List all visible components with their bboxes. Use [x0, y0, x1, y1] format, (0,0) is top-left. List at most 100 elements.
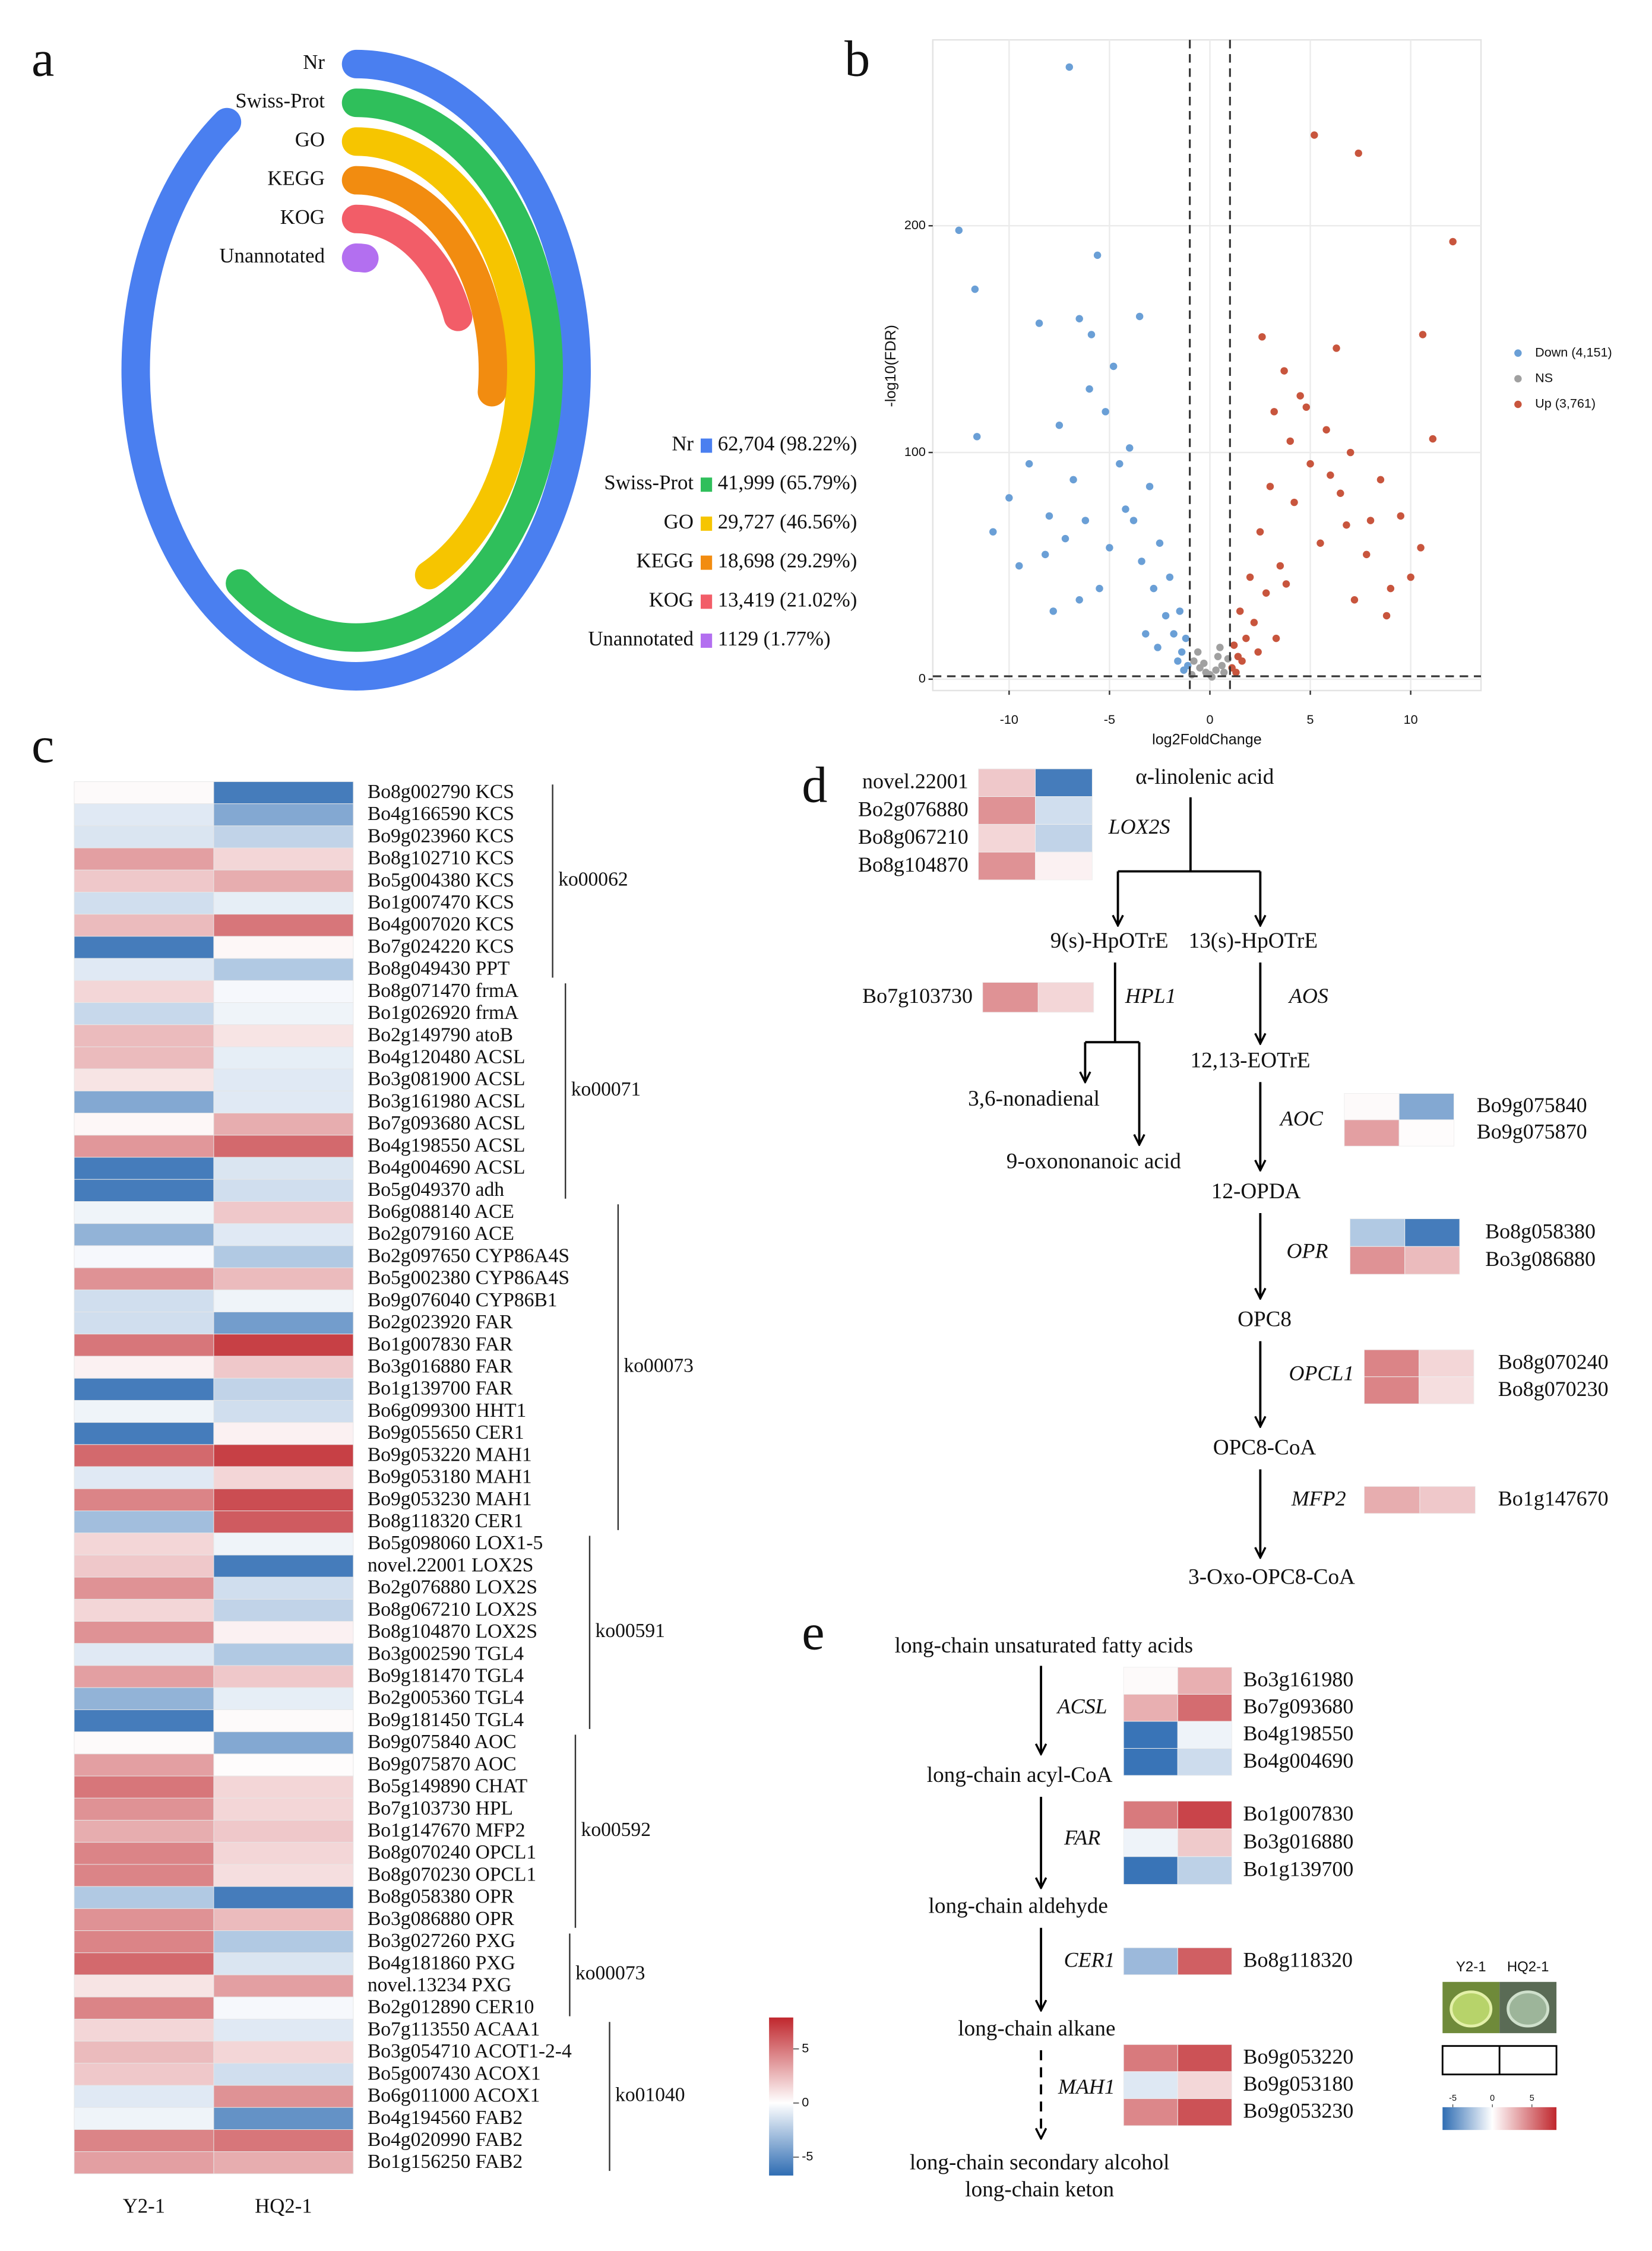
heat-cell: [1177, 2044, 1232, 2072]
heat-cell: [213, 1820, 354, 1843]
point: [1387, 584, 1395, 593]
heat-cell: [978, 851, 1036, 881]
heat-cell: [74, 1267, 214, 1290]
heat-cell: [1177, 1693, 1232, 1722]
row-label: Bo5g098060 LOX1-5: [368, 1532, 543, 1554]
compound: long-chain unsaturated fatty acids: [895, 1633, 1193, 1658]
point: [1230, 641, 1238, 649]
point: [1069, 476, 1077, 484]
heat-cell: [74, 1444, 214, 1467]
row-label: Bo8g058380 OPR: [368, 1886, 515, 1908]
panel-label: b: [844, 30, 870, 87]
row-label: Bo5g002380 CYP86A4S: [368, 1267, 569, 1289]
heat-cell: [74, 1731, 214, 1755]
x-tick-label: -5: [1104, 712, 1115, 727]
enzyme: LOX2S: [1108, 815, 1170, 838]
heat-cell: [1344, 1119, 1400, 1147]
heat-cell: [213, 1289, 354, 1313]
heat-cell: [213, 1312, 354, 1335]
row-label: Bo2g076880 LOX2S: [368, 1576, 537, 1598]
row-label: Bo8g071470 frmA: [368, 980, 518, 1002]
point: [1138, 558, 1145, 565]
group-label: ko00062: [558, 869, 628, 891]
x-tick-label: 0: [1206, 712, 1213, 727]
heat-cell: [1123, 1800, 1178, 1829]
heat-cell: [213, 1046, 354, 1069]
compound: 13(s)-HpOTrE: [1189, 929, 1318, 953]
heat-cell: [1123, 1748, 1178, 1776]
heat-cell: [74, 1179, 214, 1202]
gene-label: Bo1g147670: [1498, 1487, 1609, 1511]
heat-cell: [1349, 1246, 1406, 1275]
heat-cell: [213, 1753, 354, 1777]
point: [1208, 673, 1216, 681]
row-label: Bo1g007830 FAR: [368, 1333, 513, 1355]
point: [1337, 489, 1344, 498]
gene-label: Bo8g058380: [1485, 1219, 1596, 1243]
compound: 9-oxononanoic acid: [1007, 1150, 1181, 1174]
heat-cell: [74, 781, 214, 805]
point: [1109, 362, 1118, 371]
point: [1302, 403, 1311, 411]
enzyme: OPR: [1287, 1239, 1328, 1262]
row-label: Bo2g005360 TGL4: [368, 1687, 524, 1709]
heat-cell: [213, 1157, 354, 1180]
category-label: Unannotated: [219, 244, 325, 267]
point: [1085, 385, 1093, 393]
heat-cell: [1177, 1800, 1232, 1829]
gene-label: Bo1g007830: [1243, 1802, 1354, 1825]
x-tick-label: -10: [1000, 712, 1018, 727]
point: [1182, 634, 1190, 642]
row-label: Bo3g086880 OPR: [368, 1908, 515, 1930]
row-label: Bo8g002790 KCS: [368, 781, 514, 803]
heat-cell: [74, 1466, 214, 1489]
point: [1178, 648, 1186, 656]
heat-cell: [74, 1223, 214, 1246]
point: [1145, 483, 1154, 490]
heat-cell: [1177, 1856, 1232, 1885]
heat-cell: [978, 824, 1036, 853]
heat-cell: [1177, 1828, 1232, 1857]
point: [1333, 344, 1340, 352]
compound: α-linolenic acid: [1135, 765, 1274, 789]
legend-marker: [1514, 349, 1522, 357]
heat-cell: [74, 1400, 214, 1423]
heat-cell: [1177, 1947, 1232, 1975]
row-label: Bo9g075840 AOC: [368, 1731, 517, 1753]
heat-cell: [74, 1908, 214, 1932]
heat-cell: [74, 1046, 214, 1069]
row-label: Bo7g103730 HPL: [368, 1797, 513, 1819]
point: [1170, 630, 1178, 638]
row-label: Bo4g120480 ACSL: [368, 1046, 526, 1068]
row-label: Bo1g156250 FAB2: [368, 2151, 523, 2173]
heat-cell: [213, 1621, 354, 1644]
point: [1061, 534, 1069, 543]
row-label: Bo8g070230 OPCL1: [368, 1863, 536, 1885]
heat-cell: [213, 1842, 354, 1865]
heat-cell: [213, 781, 354, 805]
point: [1449, 238, 1457, 246]
row-label: Bo6g011000 ACOX1: [368, 2085, 540, 2107]
legend-column-label: HQ2-1: [1507, 1959, 1549, 1975]
heat-cell: [74, 1842, 214, 1865]
heat-cell: [213, 1068, 354, 1091]
heat-cell: [213, 2151, 354, 2174]
radial-bar: [226, 88, 563, 652]
point: [1096, 584, 1103, 593]
legend-swatch: [700, 477, 713, 492]
point: [1256, 528, 1264, 536]
point: [1366, 517, 1375, 524]
point: [1311, 131, 1318, 139]
row-label: novel.22001 LOX2S: [368, 1554, 534, 1576]
enzyme: AOC: [1279, 1106, 1324, 1130]
heat-cell: [74, 1621, 214, 1644]
row-label: Bo4g166590 KCS: [368, 803, 514, 825]
row-label: novel.13234 PXG: [368, 1974, 511, 1996]
heat-cell: [74, 1709, 214, 1733]
heat-cell: [213, 914, 354, 937]
row-label: Bo2g097650 CYP86A4S: [368, 1245, 569, 1267]
colorbar-tick-label: -5: [1449, 2094, 1457, 2103]
heat-cell: [1177, 1748, 1232, 1776]
x-axis-title: log2FoldChange: [1152, 732, 1262, 748]
point: [1216, 644, 1224, 651]
